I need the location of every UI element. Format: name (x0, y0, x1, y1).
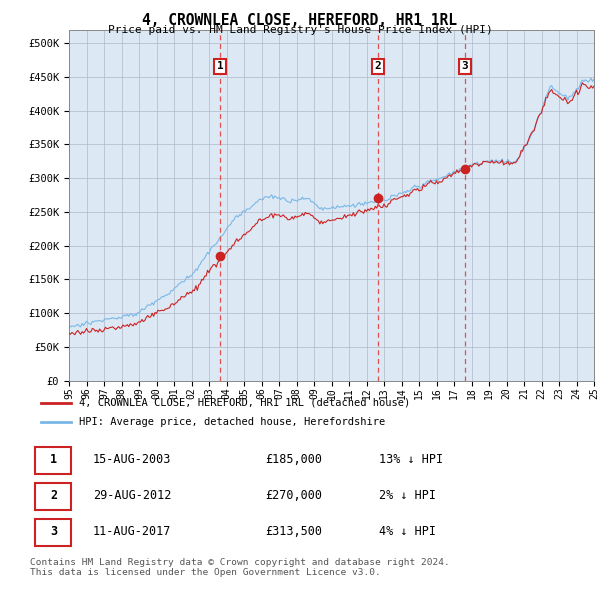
Text: 29-AUG-2012: 29-AUG-2012 (93, 489, 171, 502)
FancyBboxPatch shape (35, 483, 71, 510)
Text: 13% ↓ HPI: 13% ↓ HPI (379, 453, 443, 466)
FancyBboxPatch shape (35, 447, 71, 474)
Text: Price paid vs. HM Land Registry's House Price Index (HPI): Price paid vs. HM Land Registry's House … (107, 25, 493, 35)
Text: 3: 3 (50, 525, 57, 538)
Text: 15-AUG-2003: 15-AUG-2003 (93, 453, 171, 466)
Text: £185,000: £185,000 (265, 453, 322, 466)
Text: 1: 1 (50, 453, 57, 466)
Text: £270,000: £270,000 (265, 489, 322, 502)
Text: 2% ↓ HPI: 2% ↓ HPI (379, 489, 436, 502)
Text: 4, CROWNLEA CLOSE, HEREFORD, HR1 1RL (detached house): 4, CROWNLEA CLOSE, HEREFORD, HR1 1RL (de… (79, 398, 410, 408)
Text: 2: 2 (374, 61, 382, 71)
Text: 4, CROWNLEA CLOSE, HEREFORD, HR1 1RL: 4, CROWNLEA CLOSE, HEREFORD, HR1 1RL (143, 13, 458, 28)
FancyBboxPatch shape (35, 519, 71, 546)
Text: 11-AUG-2017: 11-AUG-2017 (93, 525, 171, 538)
Text: Contains HM Land Registry data © Crown copyright and database right 2024.
This d: Contains HM Land Registry data © Crown c… (30, 558, 450, 577)
Text: 4% ↓ HPI: 4% ↓ HPI (379, 525, 436, 538)
Text: 2: 2 (50, 489, 57, 502)
Text: HPI: Average price, detached house, Herefordshire: HPI: Average price, detached house, Here… (79, 418, 385, 427)
Text: 3: 3 (461, 61, 469, 71)
Text: £313,500: £313,500 (265, 525, 322, 538)
Text: 1: 1 (217, 61, 223, 71)
